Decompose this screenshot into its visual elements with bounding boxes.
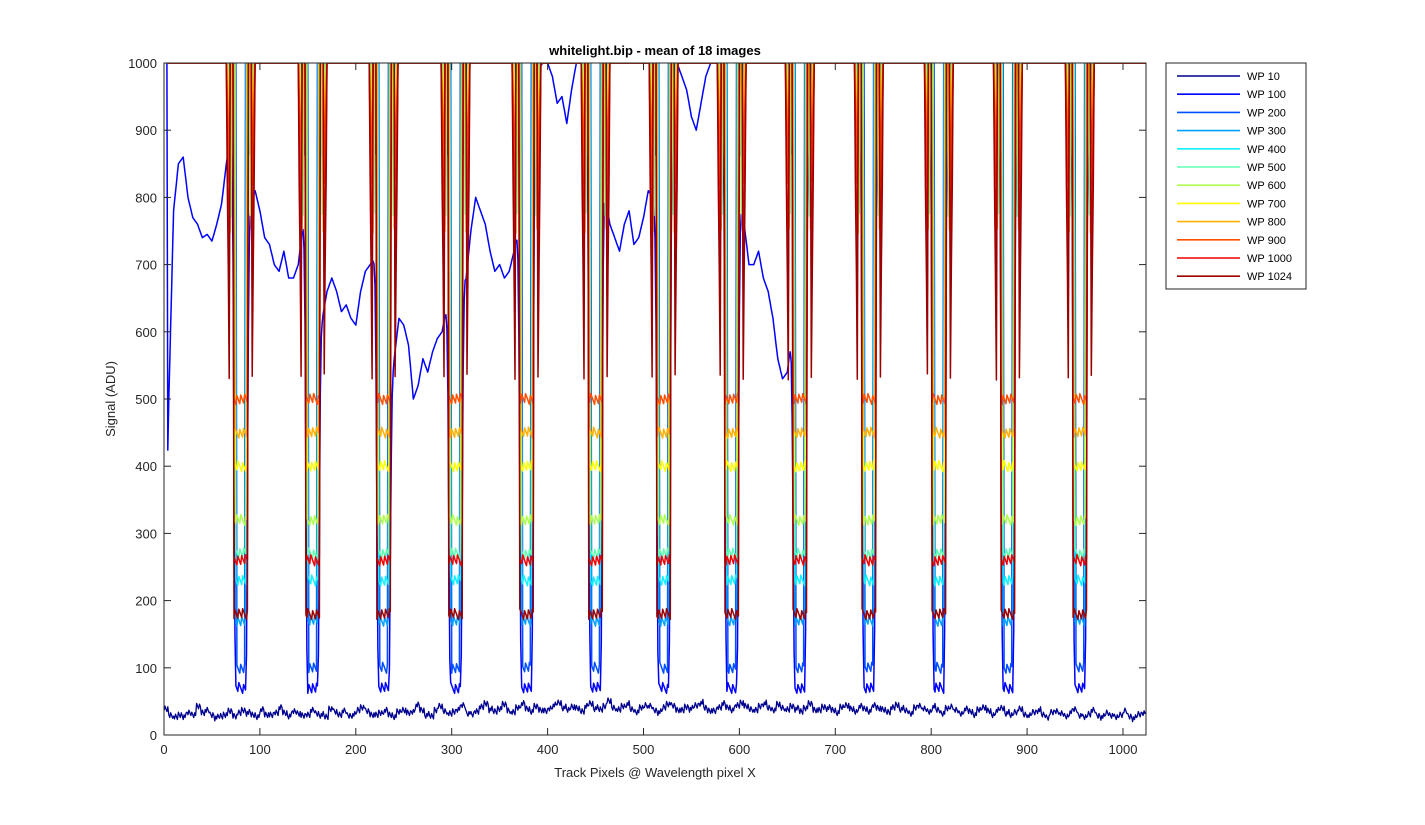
y-tick-label: 600 bbox=[135, 325, 157, 340]
legend: WP 10 WP 100 WP 200 WP 300 WP 400 WP 500 WP 60… bbox=[1165, 62, 1307, 290]
legend-entry: WP 800 bbox=[1247, 217, 1286, 229]
chart-title: whitelight.bip - mean of 18 images bbox=[548, 43, 761, 58]
x-tick-label: 1000 bbox=[1109, 742, 1138, 757]
x-tick-label: 900 bbox=[1016, 742, 1038, 757]
series-line-wp-100 bbox=[166, 63, 1146, 695]
x-tick-label: 100 bbox=[249, 742, 271, 757]
x-tick-label: 300 bbox=[441, 742, 463, 757]
x-tick-label: 800 bbox=[920, 742, 942, 757]
legend-entry: WP 200 bbox=[1247, 107, 1286, 119]
x-axis: 0 100 200 300 400 500 600 700 800 900 1000 bbox=[160, 63, 1137, 757]
series-line-wp-10 bbox=[164, 697, 1146, 723]
y-tick-label: 400 bbox=[135, 459, 157, 474]
x-tick-label: 200 bbox=[345, 742, 367, 757]
y-tick-label: 800 bbox=[135, 190, 157, 205]
y-axis-label: Signal (ADU) bbox=[103, 361, 118, 437]
legend-entry: WP 10 bbox=[1247, 71, 1280, 83]
x-axis-label: Track Pixels @ Wavelength pixel X bbox=[554, 765, 756, 780]
x-tick-label: 600 bbox=[729, 742, 751, 757]
legend-entry: WP 400 bbox=[1247, 144, 1286, 156]
x-tick-label: 0 bbox=[160, 742, 167, 757]
y-tick-label: 1000 bbox=[128, 56, 157, 71]
y-tick-label: 300 bbox=[135, 526, 157, 541]
legend-entry: WP 1000 bbox=[1247, 253, 1292, 265]
y-axis: 0 100 200 300 400 500 600 700 800 900 1000 bbox=[128, 56, 1146, 743]
y-tick-label: 100 bbox=[135, 661, 157, 676]
x-tick-label: 700 bbox=[824, 742, 846, 757]
legend-entry: WP 700 bbox=[1247, 198, 1286, 210]
x-tick-label: 400 bbox=[537, 742, 559, 757]
y-tick-label: 200 bbox=[135, 594, 157, 609]
series-layer bbox=[164, 63, 1146, 723]
x-tick-label: 500 bbox=[633, 742, 655, 757]
legend-entry: WP 600 bbox=[1247, 180, 1286, 192]
y-tick-label: 900 bbox=[135, 123, 157, 138]
y-tick-label: 0 bbox=[150, 728, 157, 743]
legend-box bbox=[1165, 62, 1307, 290]
legend-entry: WP 500 bbox=[1247, 162, 1286, 174]
y-tick-label: 500 bbox=[135, 392, 157, 407]
legend-entry: WP 100 bbox=[1247, 89, 1286, 101]
y-tick-label: 700 bbox=[135, 258, 157, 273]
legend-entry: WP 300 bbox=[1247, 126, 1286, 138]
legend-entry: WP 900 bbox=[1247, 235, 1286, 247]
legend-entry: WP 1024 bbox=[1247, 271, 1292, 283]
